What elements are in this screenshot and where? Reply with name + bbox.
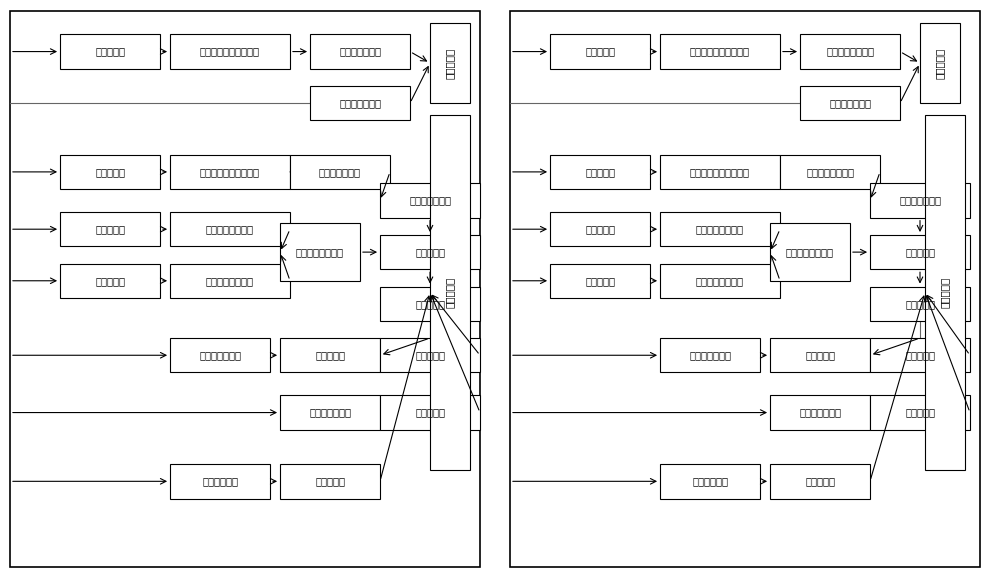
Text: 第一指数运算电路: 第一指数运算电路 <box>206 224 254 234</box>
FancyBboxPatch shape <box>660 155 780 189</box>
FancyBboxPatch shape <box>870 183 970 218</box>
FancyBboxPatch shape <box>430 115 470 470</box>
Text: 第三积分器: 第三积分器 <box>415 299 445 309</box>
FancyBboxPatch shape <box>550 34 650 69</box>
Text: 第六减法器: 第六减法器 <box>585 46 615 57</box>
Text: 第二指数运算电路: 第二指数运算电路 <box>206 276 254 286</box>
FancyBboxPatch shape <box>380 183 480 218</box>
Text: 第四双曲正切运算电路: 第四双曲正切运算电路 <box>690 167 750 177</box>
Text: 第十四反相加法器: 第十四反相加法器 <box>786 247 834 257</box>
Text: 第六积分器: 第六积分器 <box>905 299 935 309</box>
Text: 第四积分器: 第四积分器 <box>940 277 950 308</box>
FancyBboxPatch shape <box>170 155 290 189</box>
Text: 第六乘法器: 第六乘法器 <box>905 247 935 257</box>
Text: 第二乘法器: 第二乘法器 <box>415 350 445 360</box>
FancyBboxPatch shape <box>660 338 760 372</box>
Text: 第四反相加法器: 第四反相加法器 <box>409 195 451 206</box>
Text: 第八反相加法器: 第八反相加法器 <box>899 195 941 206</box>
FancyBboxPatch shape <box>380 395 480 430</box>
Text: 第四反相器: 第四反相器 <box>585 276 615 286</box>
FancyBboxPatch shape <box>290 155 390 189</box>
FancyBboxPatch shape <box>870 286 970 321</box>
FancyBboxPatch shape <box>60 264 160 298</box>
FancyBboxPatch shape <box>770 338 870 372</box>
FancyBboxPatch shape <box>60 155 160 189</box>
FancyBboxPatch shape <box>925 115 965 470</box>
FancyBboxPatch shape <box>870 395 970 430</box>
Text: 第八减法器: 第八减法器 <box>585 224 615 234</box>
Text: 第四减法器: 第四减法器 <box>95 167 125 177</box>
FancyBboxPatch shape <box>280 223 360 281</box>
FancyBboxPatch shape <box>380 235 480 269</box>
FancyBboxPatch shape <box>870 235 970 269</box>
Text: 第一反相器: 第一反相器 <box>315 350 345 360</box>
FancyBboxPatch shape <box>800 86 900 120</box>
FancyBboxPatch shape <box>660 34 780 69</box>
Text: 第三指数运算电路: 第三指数运算电路 <box>696 224 744 234</box>
Text: 第七减法器: 第七减法器 <box>585 167 615 177</box>
Text: 第一时滞电路: 第一时滞电路 <box>202 476 238 486</box>
FancyBboxPatch shape <box>170 34 290 69</box>
Text: 第十三反相加法器: 第十三反相加法器 <box>806 167 854 177</box>
Text: 第五反相加法器: 第五反相加法器 <box>829 98 871 108</box>
FancyBboxPatch shape <box>770 223 850 281</box>
FancyBboxPatch shape <box>770 464 870 499</box>
Text: 第三反相器: 第三反相器 <box>95 276 125 286</box>
Text: 第七反相加法器: 第七反相加法器 <box>799 407 841 418</box>
Text: 第二时滞电路: 第二时滞电路 <box>692 476 728 486</box>
Text: 第三双曲正切运算电路: 第三双曲正切运算电路 <box>690 46 750 57</box>
FancyBboxPatch shape <box>780 155 880 189</box>
FancyBboxPatch shape <box>170 264 290 298</box>
Text: 第十二反相加法器: 第十二反相加法器 <box>826 46 874 57</box>
FancyBboxPatch shape <box>280 338 380 372</box>
Text: 第二反相加法器: 第二反相加法器 <box>199 350 241 360</box>
Text: 第一双曲正切运算电路: 第一双曲正切运算电路 <box>200 46 260 57</box>
FancyBboxPatch shape <box>60 34 160 69</box>
Text: 第四指数运算电路: 第四指数运算电路 <box>696 276 744 286</box>
FancyBboxPatch shape <box>920 23 960 103</box>
FancyBboxPatch shape <box>660 464 760 499</box>
Text: 第一减法器: 第一减法器 <box>315 476 345 486</box>
FancyBboxPatch shape <box>280 395 380 430</box>
FancyBboxPatch shape <box>800 34 900 69</box>
FancyBboxPatch shape <box>170 464 270 499</box>
FancyBboxPatch shape <box>380 286 480 321</box>
FancyBboxPatch shape <box>550 264 650 298</box>
Text: 第一积分器: 第一积分器 <box>445 277 455 308</box>
Text: 第三反相加法器: 第三反相加法器 <box>309 407 351 418</box>
FancyBboxPatch shape <box>660 264 780 298</box>
FancyBboxPatch shape <box>310 34 410 69</box>
Text: 第三减法器: 第三减法器 <box>95 46 125 57</box>
Text: 第一乘法器: 第一乘法器 <box>445 48 455 79</box>
FancyBboxPatch shape <box>380 338 480 372</box>
FancyBboxPatch shape <box>170 338 270 372</box>
FancyBboxPatch shape <box>60 212 160 246</box>
Text: 第二积分器: 第二积分器 <box>415 407 445 418</box>
Text: 第一反相加法器: 第一反相加法器 <box>339 98 381 108</box>
Text: 第五乘法器: 第五乘法器 <box>905 350 935 360</box>
Text: 第三乘法器: 第三乘法器 <box>415 247 445 257</box>
FancyBboxPatch shape <box>550 155 650 189</box>
FancyBboxPatch shape <box>770 395 870 430</box>
Text: 第十一反相加法器: 第十一反相加法器 <box>296 247 344 257</box>
Text: 第二减法器: 第二减法器 <box>805 476 835 486</box>
Text: 第四乘法器: 第四乘法器 <box>935 48 945 79</box>
Text: 第九反相加法器: 第九反相加法器 <box>339 46 381 57</box>
Text: 第十反相加法器: 第十反相加法器 <box>319 167 361 177</box>
FancyBboxPatch shape <box>310 86 410 120</box>
FancyBboxPatch shape <box>430 23 470 103</box>
FancyBboxPatch shape <box>550 212 650 246</box>
FancyBboxPatch shape <box>660 212 780 246</box>
Text: 第二双曲正切运算电路: 第二双曲正切运算电路 <box>200 167 260 177</box>
FancyBboxPatch shape <box>870 338 970 372</box>
Text: 第五减法器: 第五减法器 <box>95 224 125 234</box>
Text: 第五积分器: 第五积分器 <box>905 407 935 418</box>
Text: 第六反相加法器: 第六反相加法器 <box>689 350 731 360</box>
Text: 第二反相器: 第二反相器 <box>805 350 835 360</box>
FancyBboxPatch shape <box>280 464 380 499</box>
FancyBboxPatch shape <box>170 212 290 246</box>
